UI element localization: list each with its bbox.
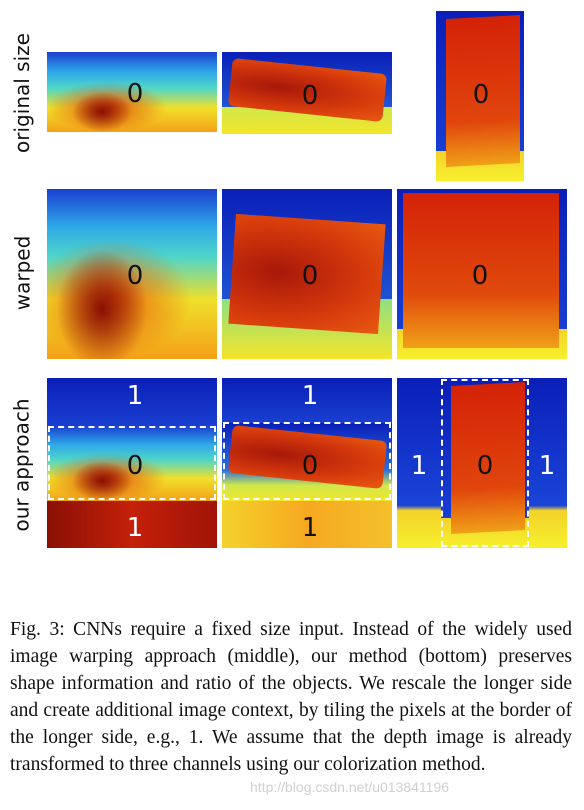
ours-panel-3-label-center: 0 [476, 451, 494, 481]
row-label-warped: warped [0, 198, 44, 348]
watermark: http://blog.csdn.net/u013841196 [250, 779, 450, 795]
ours-panel-2-label-center: 0 [301, 451, 319, 481]
ours-panel-1-label-center: 0 [126, 451, 144, 481]
warped-panel-3: 0 [397, 189, 567, 359]
warped-panel-3-label: 0 [471, 261, 489, 291]
ours-panel-3-box [441, 379, 529, 547]
ours-panel-1-label-bottom: 1 [126, 513, 144, 543]
figure-caption: Fig. 3: CNNs require a fixed size input.… [10, 619, 572, 775]
ours-panel-2: 1 0 1 [222, 378, 392, 548]
row-label-ours-text: our approach [10, 398, 34, 532]
original-panel-3-label: 0 [472, 80, 490, 110]
ours-panel-1-box [48, 426, 216, 500]
warped-panel-1: 0 [47, 189, 217, 359]
ours-panel-3-label-left: 1 [410, 451, 428, 481]
row-label-ours: our approach [0, 390, 44, 540]
ours-panel-3-label-right: 1 [538, 451, 556, 481]
original-panel-1: 0 [47, 52, 217, 132]
warped-panel-2-label: 0 [301, 261, 319, 291]
original-panel-3: 0 [436, 11, 524, 181]
row-label-warped-text: warped [10, 235, 34, 311]
ours-panel-2-label-top: 1 [301, 381, 319, 411]
row-label-original-text: original size [10, 33, 34, 153]
warped-panel-2: 0 [222, 189, 392, 359]
warped-panel-1-label: 0 [126, 261, 144, 291]
ours-panel-2-label-bottom: 1 [301, 513, 319, 543]
original-panel-1-label: 0 [126, 79, 144, 109]
ours-panel-3: 1 0 1 [397, 378, 567, 548]
ours-panel-1-label-top: 1 [126, 381, 144, 411]
original-panel-2: 0 [222, 52, 392, 134]
ours-panel-2-box [223, 422, 391, 500]
row-label-original: original size [0, 18, 44, 168]
ours-panel-1: 1 0 1 [47, 378, 217, 548]
original-panel-2-label: 0 [301, 81, 319, 111]
